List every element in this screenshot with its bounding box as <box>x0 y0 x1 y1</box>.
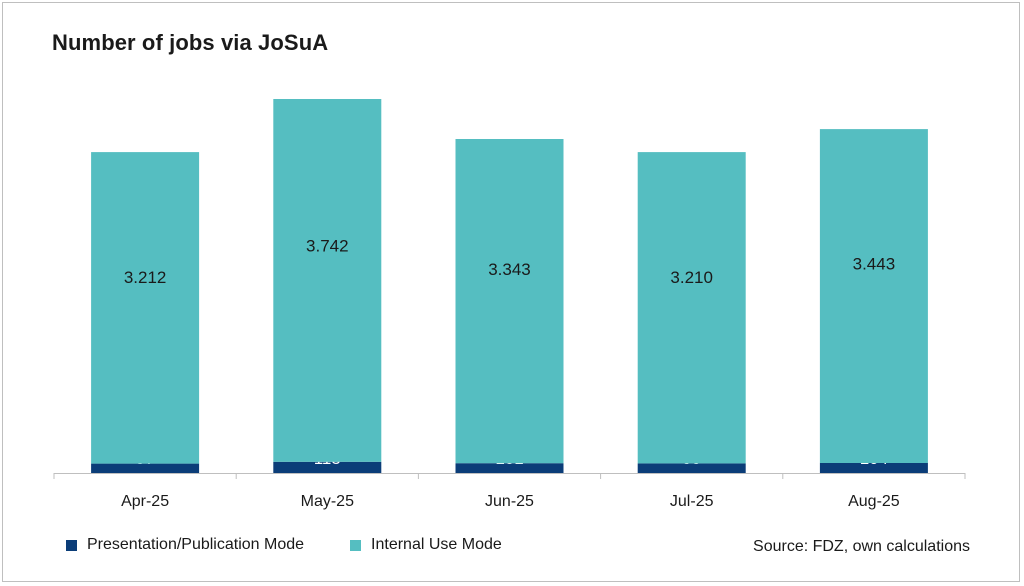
legend-item-internal: Internal Use Mode <box>350 536 502 554</box>
x-tick-label-may-25: May-25 <box>301 493 354 510</box>
bar-segment-internal-jul-25 <box>637 152 746 464</box>
legend-swatch-internal <box>350 539 362 551</box>
bars-group: 973.2121153.7421013.343993.2101043.443 <box>91 99 928 473</box>
bar-segment-internal-aug-25 <box>819 129 928 463</box>
data-label-internal-apr-25: 3.212 <box>124 268 167 287</box>
legend-item-presentation: Presentation/Publication Mode <box>66 536 304 554</box>
data-label-internal-jun-25: 3.343 <box>488 260 531 279</box>
bar-segment-internal-may-25 <box>273 99 382 462</box>
chart-title: Number of jobs via JoSuA <box>52 30 329 55</box>
bar-segment-internal-apr-25 <box>91 152 200 464</box>
x-tick-label-apr-25: Apr-25 <box>121 493 169 510</box>
x-tick-label-jul-25: Jul-25 <box>670 493 714 510</box>
bar-segment-presentation-jun-25 <box>455 463 564 473</box>
legend-label-internal: Internal Use Mode <box>371 536 502 553</box>
data-label-internal-may-25: 3.742 <box>306 236 349 255</box>
legend-swatch-presentation <box>66 539 77 551</box>
bar-segment-internal-jun-25 <box>455 139 564 464</box>
legend-label-presentation: Presentation/Publication Mode <box>87 536 305 553</box>
bar-segment-presentation-may-25 <box>273 461 382 473</box>
data-label-internal-aug-25: 3.443 <box>853 254 896 273</box>
x-axis: Apr-25 May-25 Jun-25 Jul-25 Aug-25 <box>53 473 966 510</box>
x-tick-label-aug-25: Aug-25 <box>848 493 900 510</box>
bar-segment-presentation-apr-25 <box>91 463 200 473</box>
bar-segment-presentation-aug-25 <box>819 462 928 473</box>
legend: Presentation/Publication Mode Internal U… <box>66 536 548 554</box>
data-label-internal-jul-25: 3.210 <box>670 268 713 287</box>
source-note: Source: FDZ, own calculations <box>753 538 970 555</box>
bar-segment-presentation-jul-25 <box>637 463 746 473</box>
x-tick-label-jun-25: Jun-25 <box>485 493 534 510</box>
